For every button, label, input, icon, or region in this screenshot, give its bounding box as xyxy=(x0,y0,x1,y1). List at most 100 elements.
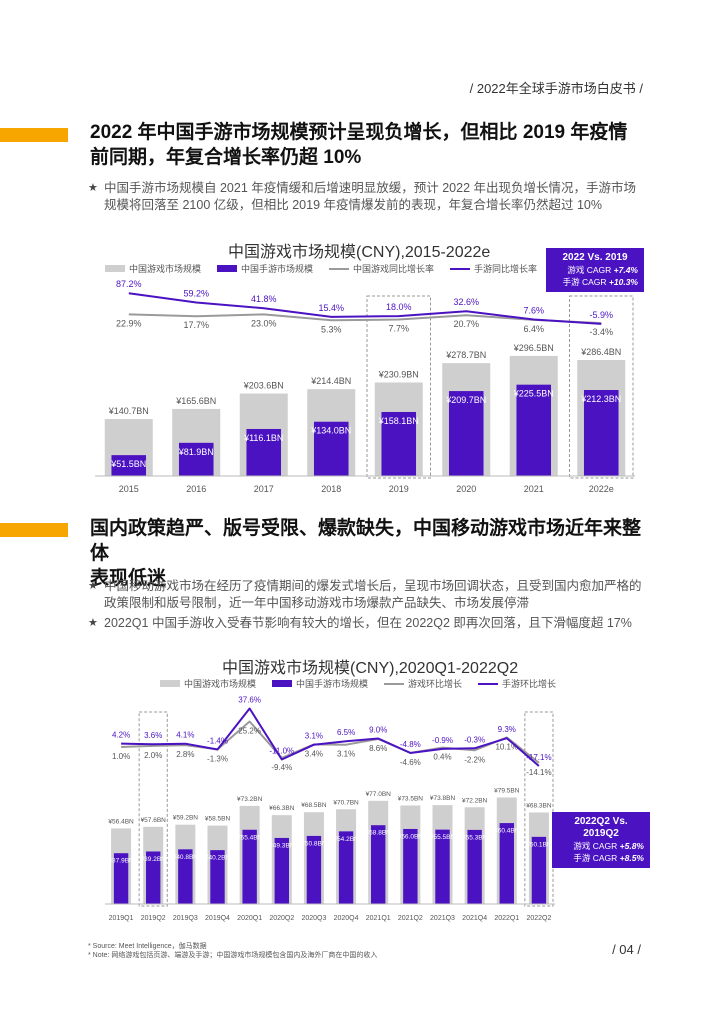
line-label-mobile-growth: 18.0% xyxy=(386,302,412,312)
line-label-mobile-growth: -5.9% xyxy=(589,310,613,320)
bar-label-mobile-market: ¥212.3BN xyxy=(580,394,621,404)
bar-label-game-market: ¥68.3BN xyxy=(526,802,552,809)
bar-label-game-market: ¥73.2BN xyxy=(237,796,263,803)
section1-accent-bar xyxy=(0,128,68,142)
x-tick-label: 2019Q2 xyxy=(141,915,166,922)
line-label-mobile-growth: 9.3% xyxy=(498,725,516,734)
bar-label-mobile-market: ¥55.4BN xyxy=(237,834,263,841)
star-bullet-icon: ★ xyxy=(88,617,98,629)
legend-swatch xyxy=(217,265,238,272)
bar-mobile-market xyxy=(435,829,450,904)
legend-swatch xyxy=(329,267,350,270)
line-label-game-growth: -9.4% xyxy=(271,763,292,772)
bar-mobile-market xyxy=(371,825,386,904)
line-label-mobile-growth: 3.6% xyxy=(144,731,162,740)
legend-label: 中国手游市场规模 xyxy=(296,679,369,689)
line-label-mobile-growth: -4.8% xyxy=(400,740,421,749)
line-label-mobile-growth: 15.4% xyxy=(318,303,344,313)
highlight-box xyxy=(138,711,168,907)
bar-label-game-market: ¥79.5BN xyxy=(494,787,520,794)
bar-label-mobile-market: ¥116.1BN xyxy=(243,433,283,443)
line-label-mobile-growth: 4.2% xyxy=(112,731,130,740)
callout-label: 手游 CAGR xyxy=(562,277,607,287)
bullet-text: 中国移动游戏市场在经历了疫情期间的爆发式增长后，呈现市场回调状态，且受到国内愈加… xyxy=(104,579,642,610)
x-tick-label: 2019Q1 xyxy=(109,915,134,922)
line-label-game-growth: 3.4% xyxy=(305,749,323,758)
bar-mobile-market xyxy=(306,835,322,904)
bar-label-game-market: ¥203.6BN xyxy=(243,381,284,391)
legend-item-mobile-market: 中国手游市场规模 xyxy=(272,677,368,690)
bar-label-game-market: ¥77.0BN xyxy=(366,791,392,798)
bullet-text: 2022Q1 中国手游收入受春节影响有较大的增长，但在 2022Q2 即再次回落… xyxy=(104,616,632,630)
bar-mobile-market xyxy=(403,828,418,904)
x-tick-label: 2015 xyxy=(119,484,139,494)
legend-item-game-qoq: 游戏环比增长 xyxy=(384,677,462,690)
line-label-game-growth: 7.7% xyxy=(388,323,409,333)
x-tick-label: 2022Q1 xyxy=(494,915,519,922)
bar-label-mobile-market: ¥58.8BN xyxy=(366,830,392,837)
line-label-mobile-growth: 37.6% xyxy=(238,696,261,705)
bar-label-game-market: ¥57.6BN xyxy=(141,817,167,824)
bar-label-mobile-market: ¥81.9BN xyxy=(178,447,214,457)
x-tick-label: 2016 xyxy=(186,484,206,494)
line-label-game-growth: 8.6% xyxy=(369,744,387,753)
line-label-game-growth: 17.7% xyxy=(183,320,209,330)
line-label-game-growth: 22.9% xyxy=(116,318,142,328)
bar-label-game-market: ¥286.4BN xyxy=(580,347,621,357)
line-label-mobile-growth: 41.8% xyxy=(251,294,277,304)
legend-label: 中国游戏同比增长率 xyxy=(353,264,435,274)
bar-mobile-market xyxy=(583,390,619,476)
bar-label-game-market: ¥165.6BN xyxy=(175,396,216,406)
bar-label-game-market: ¥73.8BN xyxy=(430,795,456,802)
footnote-source: * Source: Meet Intelligence，伽马数据 xyxy=(88,943,207,950)
legend-label: 游戏环比增长 xyxy=(408,679,463,689)
bar-label-game-market: ¥56.4BN xyxy=(108,818,134,825)
bar-mobile-market xyxy=(111,455,147,476)
x-tick-label: 2021Q4 xyxy=(462,915,487,922)
line-label-game-growth: -3.4% xyxy=(589,327,613,337)
x-tick-label: 2020Q2 xyxy=(269,915,294,922)
line-label-game-growth: -4.6% xyxy=(400,758,421,767)
x-tick-label: 2019Q4 xyxy=(205,915,230,922)
line-label-game-growth: 23.0% xyxy=(251,318,277,328)
line-label-mobile-growth: 7.6% xyxy=(523,305,544,315)
bar-label-game-market: ¥214.4BN xyxy=(310,376,351,386)
bar-mobile-market xyxy=(274,837,289,904)
bar-label-mobile-market: ¥225.5BN xyxy=(513,389,554,399)
legend-item-mobile-market: 中国手游市场规模 xyxy=(217,262,313,275)
line-label-game-growth: 5.3% xyxy=(321,324,342,334)
line-label-mobile-growth: -11.0% xyxy=(269,747,294,756)
callout-value: +8.5% xyxy=(619,853,644,863)
line-mobile-growth xyxy=(128,292,602,325)
bar-label-game-market: ¥140.7BN xyxy=(108,406,149,416)
line-label-game-growth: 6.4% xyxy=(523,324,544,334)
callout-label: 手游 CAGR xyxy=(573,853,618,863)
line-label-mobile-growth: 9.0% xyxy=(369,726,387,735)
bar-label-mobile-market: ¥50.8BN xyxy=(301,840,327,847)
bar-mobile-market xyxy=(210,850,225,904)
x-tick-label: 2018 xyxy=(321,484,341,494)
legend-swatch xyxy=(272,680,293,687)
callout-value: +5.8% xyxy=(619,841,644,851)
bar-label-game-market: ¥230.9BN xyxy=(378,369,419,379)
section1-bullets: ★ 中国手游市场规模自 2021 年疫情缓和后增速明显放缓，预计 2022 年出… xyxy=(88,180,648,217)
bullet-item: ★ 中国移动游戏市场在经历了疫情期间的爆发式增长后，呈现市场回调状态，且受到国内… xyxy=(88,578,648,612)
line-label-mobile-growth: 4.1% xyxy=(176,731,194,740)
bar-label-mobile-market: ¥54.2BN xyxy=(333,836,359,843)
section2-accent-bar xyxy=(0,523,68,537)
legend-item-mobile-growth: 手游同比增长率 xyxy=(450,262,537,275)
bar-label-mobile-market: ¥134.0BN xyxy=(310,426,351,436)
bar-label-mobile-market: ¥209.7BN xyxy=(445,395,486,405)
bar-mobile-market xyxy=(338,831,354,904)
callout-value: +10.3% xyxy=(608,277,638,287)
bar-mobile-market xyxy=(178,442,214,476)
bar-mobile-market xyxy=(516,384,552,476)
bar-label-game-market: ¥59.2BN xyxy=(173,815,199,822)
legend-label: 中国游戏市场规模 xyxy=(184,679,257,689)
line-label-mobile-growth: -1.4% xyxy=(207,736,228,745)
bar-label-mobile-market: ¥39.2BN xyxy=(141,856,167,863)
callout-value: +7.4% xyxy=(613,265,638,275)
legend-swatch xyxy=(478,682,499,685)
bar-label-mobile-market: ¥50.1BN xyxy=(526,841,552,848)
line-label-mobile-growth: 87.2% xyxy=(116,279,142,289)
